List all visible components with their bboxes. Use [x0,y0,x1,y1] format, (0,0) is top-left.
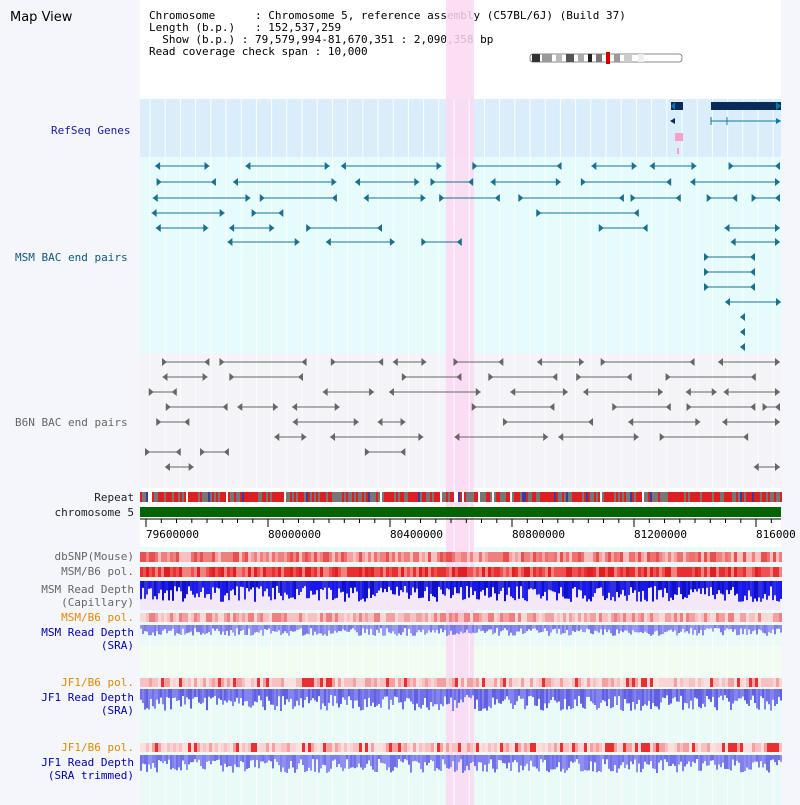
chromosome-ideogram[interactable] [528,52,688,66]
jf1-b6-pol-trim-track[interactable] [140,743,782,752]
jf1-depth-trim-sub: (SRA trimmed) [47,769,134,782]
length-label: Length (b.p.) [149,21,236,34]
msm-b6-pol-label: MSM/B6 pol. [61,565,134,578]
msm-bac-end-pairs[interactable] [151,162,781,351]
refseq-genes[interactable] [670,102,781,154]
position-axis: 79600000 80000000 80400000 80800000 8120… [140,518,796,541]
jf1-sra-depth-track[interactable] [140,689,782,711]
chromosome-label-left: chromosome 5 [54,506,134,519]
jf1-b6-pol-track[interactable] [140,678,782,687]
right-margin-panel [781,0,800,805]
axis-tick-label: 80000000 [268,528,321,541]
jf1-trim-depth-track[interactable] [140,755,782,773]
length-value: 152,537,259 [268,21,342,34]
vertical-gridlines [149,99,774,805]
jf1-depth-sra-label: JF1 Read Depth [41,691,134,704]
jf1-depth-trim-label: JF1 Read Depth [41,756,134,769]
msm-depth-capillary-sub: (Capillary) [61,596,134,609]
msm-b6-pol-sra-label: MSM/B6 pol. [61,611,134,624]
chromosome-label: Chromosome [149,9,216,22]
msm-b6-pol-track[interactable] [140,567,782,577]
repeat-track[interactable] [140,492,782,502]
coverage-value: 10,000 [327,45,368,58]
jf1-b6-pol-trim-label: JF1/B6 pol. [61,741,134,754]
chromosome-bar[interactable] [140,507,781,517]
axis-tick-label: 79600000 [146,528,199,541]
msm-depth-sra-label: MSM Read Depth [41,626,134,639]
msm-sra-depth-track[interactable] [140,625,782,636]
axis-tick-label: 80800000 [512,528,565,541]
jf1-b6-pol-label: JF1/B6 pol. [61,676,134,689]
msm-capillary-depth-track[interactable] [140,581,782,602]
refseq-genes-label: RefSeq Genes [51,124,131,137]
left-label-panel [0,0,140,805]
msm-depth-sra-sub: (SRA) [100,639,134,652]
b6n-bac-label: B6N BAC end pairs [15,416,128,429]
jf1-depth-sra-sub: (SRA) [100,704,134,717]
repeat-label: Repeat [94,491,134,504]
map-view-title: Map View [10,10,73,25]
b6n-bac-end-pairs[interactable] [144,358,780,471]
axis-tick-label: 81200000 [634,528,687,541]
msm-bac-label: MSM BAC end pairs [15,251,128,264]
dbsnp-label: dbSNP(Mouse) [54,550,134,563]
axis-tick-label: 80400000 [390,528,443,541]
coverage-label: Read coverage check span [149,45,308,58]
axis-tick-label: 816000 [756,528,796,541]
msm-depth-capillary-label: MSM Read Depth [41,583,134,596]
msm-b6-pol-sra-track[interactable] [140,613,782,622]
show-label: Show (b.p.) [162,33,236,46]
dbsnp-track[interactable] [140,552,782,562]
